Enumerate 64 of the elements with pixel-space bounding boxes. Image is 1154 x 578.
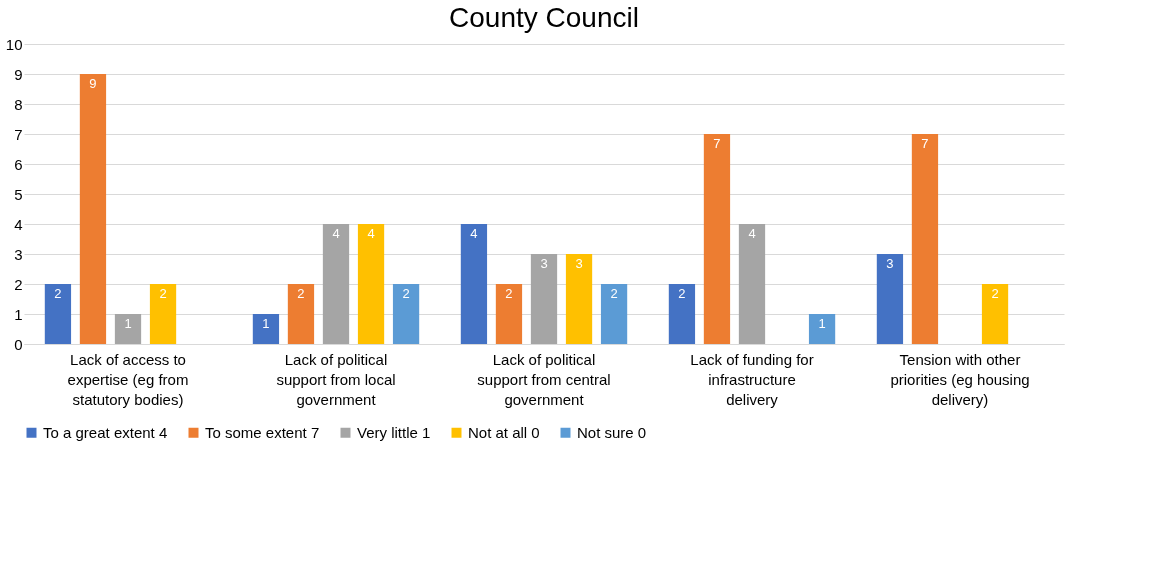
bar xyxy=(668,284,696,344)
legend-label: Not sure 0 xyxy=(577,423,647,441)
legend-label: To a great extent 4 xyxy=(43,423,168,441)
bar xyxy=(600,284,628,344)
data-label: 7 xyxy=(713,136,721,151)
data-label: 2 xyxy=(297,286,305,301)
x-tick-label: Lack of political support from local government xyxy=(276,350,396,408)
chart-title: County Council xyxy=(449,2,639,33)
data-label: 7 xyxy=(921,136,929,151)
bar xyxy=(460,224,488,344)
y-tick-label: 7 xyxy=(14,125,23,143)
data-label: 1 xyxy=(262,316,270,331)
bar xyxy=(530,254,558,344)
data-label: 4 xyxy=(470,226,478,241)
data-label: 2 xyxy=(505,286,513,301)
bar xyxy=(287,284,315,344)
data-label: 3 xyxy=(886,256,894,271)
y-tick-label: 0 xyxy=(14,335,23,353)
x-tick-label: Tension with other priorities (eg housing delivery) xyxy=(890,350,1030,408)
bar xyxy=(981,284,1009,344)
bar xyxy=(911,134,939,344)
y-tick-label: 4 xyxy=(14,215,23,233)
bar xyxy=(738,224,766,344)
x-tick-label: Lack of access to expertise (eg from statutory bodies) xyxy=(67,350,189,408)
legend-label: Very little 1 xyxy=(357,423,431,441)
bar xyxy=(252,314,280,344)
bar xyxy=(114,314,142,344)
bar xyxy=(495,284,523,344)
data-label: 4 xyxy=(332,226,340,241)
x-tick-label: Lack of funding for infrastructure delivery xyxy=(690,350,814,408)
bar xyxy=(357,224,385,344)
data-label: 4 xyxy=(367,226,375,241)
data-label: 1 xyxy=(124,316,132,331)
legend-label: To some extent 7 xyxy=(205,423,320,441)
bar xyxy=(876,254,904,344)
y-tick-label: 10 xyxy=(5,35,23,53)
data-label: 2 xyxy=(54,286,62,301)
bar xyxy=(565,254,593,344)
x-tick-label: Lack of political support from central government xyxy=(477,350,611,408)
data-label: 2 xyxy=(610,286,618,301)
bar xyxy=(44,284,72,344)
bar xyxy=(703,134,731,344)
y-tick-label: 8 xyxy=(14,95,23,113)
data-label: 9 xyxy=(89,76,97,91)
data-label: 3 xyxy=(575,256,583,271)
data-label: 2 xyxy=(402,286,410,301)
bar xyxy=(808,314,836,344)
y-tick-label: 6 xyxy=(14,155,23,173)
data-label: 2 xyxy=(678,286,686,301)
data-label: 2 xyxy=(159,286,167,301)
bar xyxy=(392,284,420,344)
bar xyxy=(322,224,350,344)
y-tick-label: 5 xyxy=(14,185,23,203)
data-label: 4 xyxy=(748,226,756,241)
y-tick-label: 2 xyxy=(14,275,23,293)
bar xyxy=(79,74,107,344)
data-label: 2 xyxy=(991,286,999,301)
data-label: 3 xyxy=(540,256,548,271)
y-tick-label: 9 xyxy=(14,65,23,83)
y-tick-label: 3 xyxy=(14,245,23,263)
legend-label: Not at all 0 xyxy=(468,423,540,441)
bar xyxy=(149,284,177,344)
data-label: 1 xyxy=(818,316,826,331)
y-tick-label: 1 xyxy=(14,305,23,323)
